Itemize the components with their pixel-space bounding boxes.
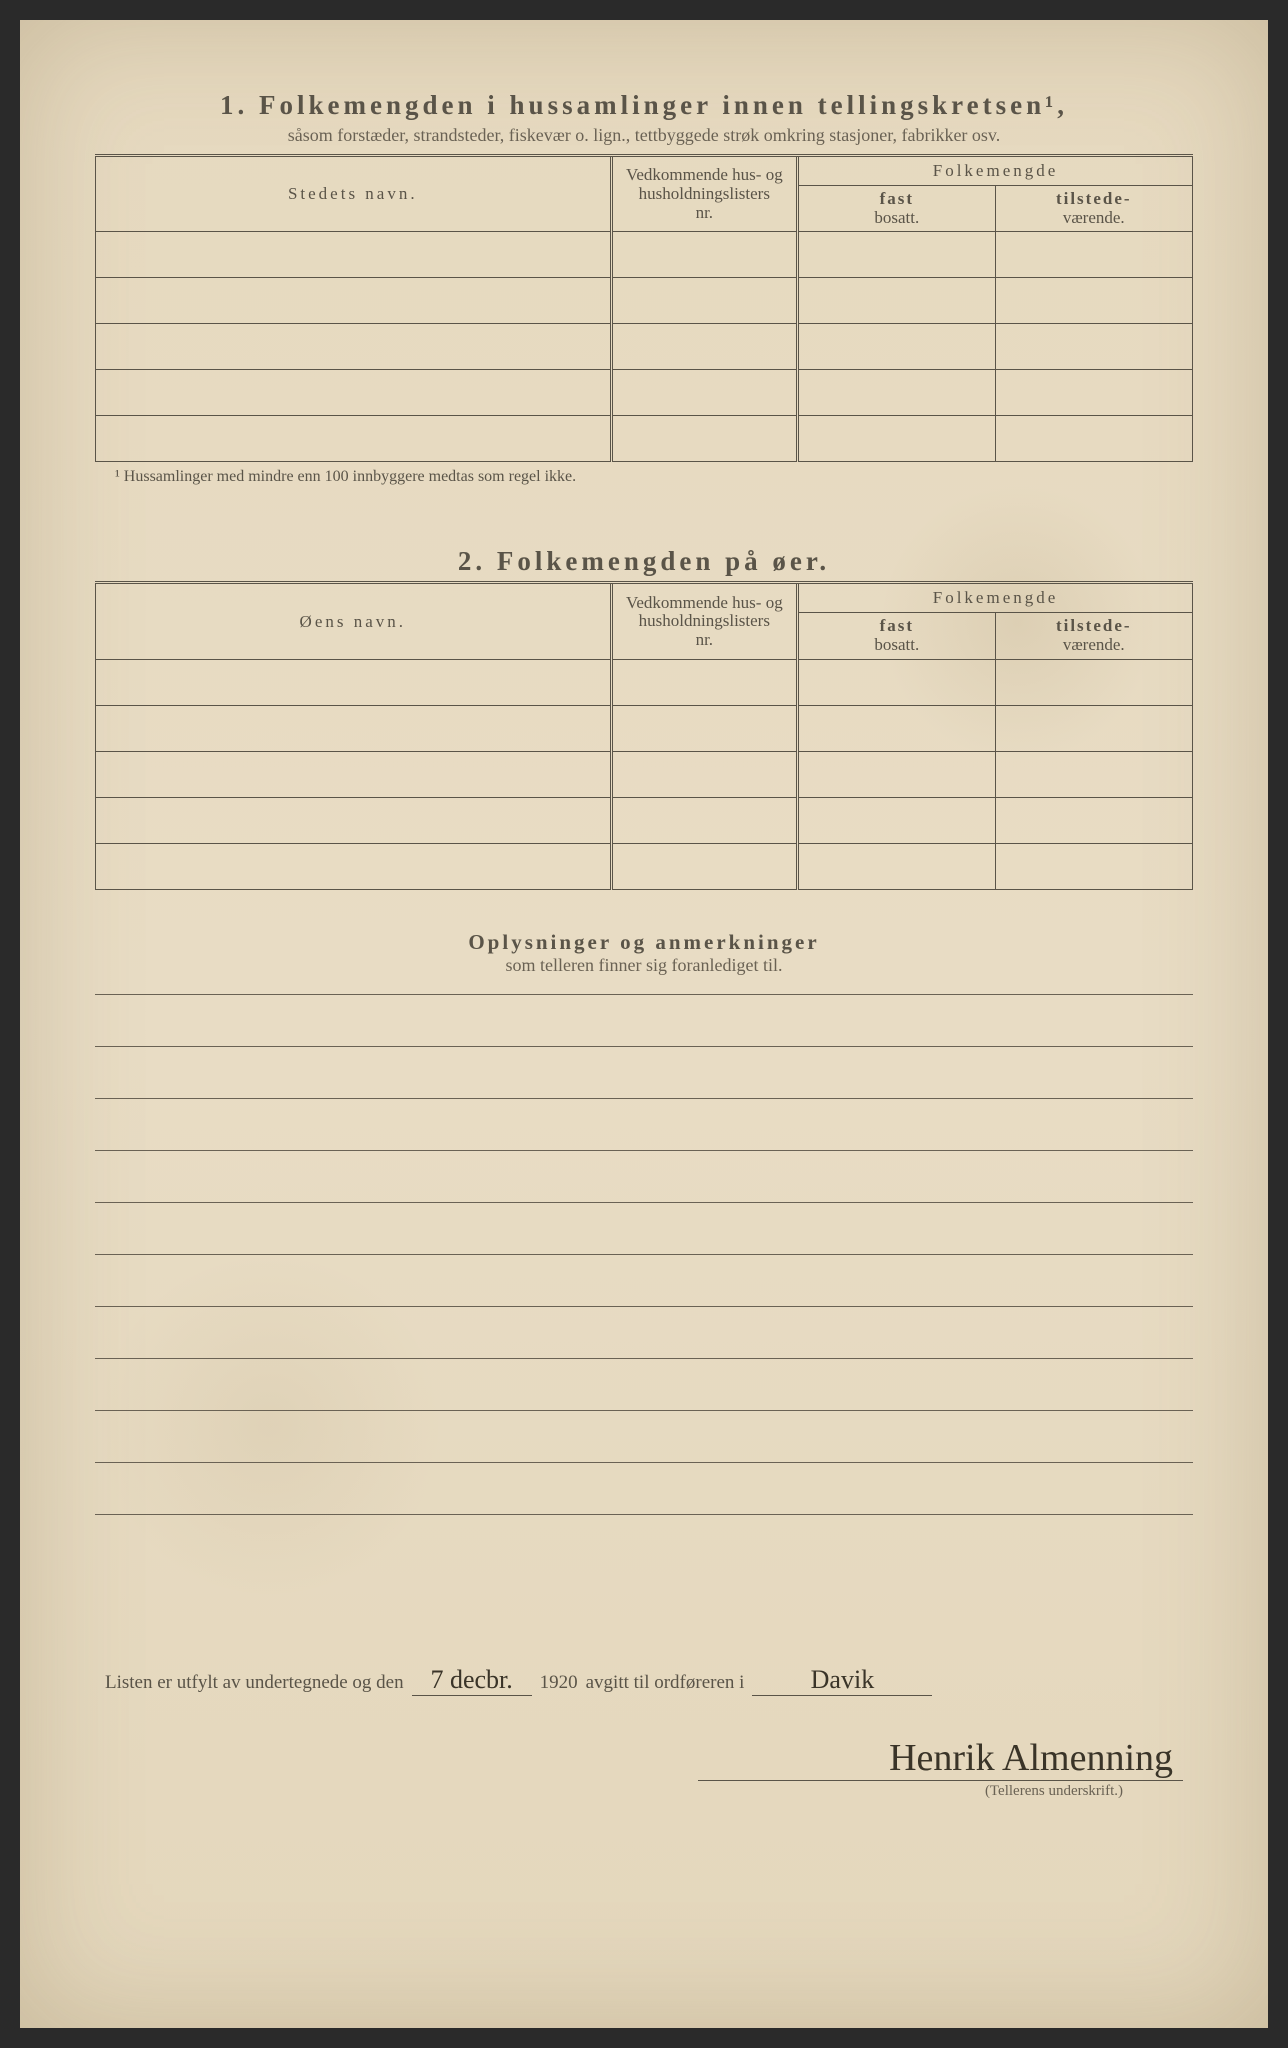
remarks-subtitle: som telleren finner sig foranlediget til… [95, 955, 1193, 976]
table-row [96, 797, 1193, 843]
cell-ref [611, 324, 797, 370]
ruled-line [95, 995, 1193, 1047]
cell-fast [798, 705, 995, 751]
col-population: Folkemengde [798, 156, 1193, 186]
cell-fast [798, 659, 995, 705]
ruled-line [95, 1359, 1193, 1411]
sig-year: 1920 [540, 1672, 578, 1694]
cell-fast [798, 232, 995, 278]
cell-tilstede [995, 232, 1192, 278]
cell-name [96, 751, 612, 797]
cell-ref [611, 278, 797, 324]
section1-title-text: Folkemengden i hussamlinger innen tellin… [259, 90, 1068, 120]
cell-tilstede [995, 751, 1192, 797]
cell-name [96, 278, 612, 324]
cell-name [96, 843, 612, 889]
ruled-line [95, 1099, 1193, 1151]
section2-title-text: Folkemengden på øer. [497, 546, 830, 576]
ruled-line [95, 1307, 1193, 1359]
ruled-line [95, 1411, 1193, 1463]
cell-tilstede [995, 370, 1192, 416]
table-row [96, 278, 1193, 324]
table-row [96, 416, 1193, 462]
cell-ref [611, 797, 797, 843]
sig-date: 7 decbr. [412, 1665, 532, 1696]
ruled-line [95, 1047, 1193, 1099]
col-fast-2: fast bosatt. [798, 613, 995, 659]
cell-tilstede [995, 705, 1192, 751]
cell-name [96, 705, 612, 751]
col-reference: Vedkommende hus- og husholdningslisters … [611, 156, 797, 232]
cell-name [96, 370, 612, 416]
cell-ref [611, 659, 797, 705]
cell-tilstede [995, 843, 1192, 889]
section2-table: Øens navn. Vedkommende hus- og husholdni… [95, 581, 1193, 889]
section2-title: 2. Folkemengden på øer. [95, 546, 1193, 577]
section1-title: 1. Folkemengden i hussamlinger innen tel… [95, 90, 1193, 121]
sig-place: Davik [752, 1665, 932, 1696]
census-form-page: 1. Folkemengden i hussamlinger innen tel… [20, 20, 1268, 2028]
cell-tilstede [995, 659, 1192, 705]
table-row [96, 324, 1193, 370]
col-place-name: Stedets navn. [96, 156, 612, 232]
table-row [96, 843, 1193, 889]
section1-footnote: ¹ Hussamlinger med mindre enn 100 innbyg… [95, 468, 1193, 486]
cell-fast [798, 751, 995, 797]
col-island-name: Øens navn. [96, 583, 612, 659]
cell-ref [611, 705, 797, 751]
cell-name [96, 797, 612, 843]
cell-tilstede [995, 324, 1192, 370]
cell-name [96, 416, 612, 462]
table-row [96, 659, 1193, 705]
section2-number: 2. [458, 546, 486, 576]
cell-name [96, 324, 612, 370]
signature-caption: (Tellerens underskrift.) [105, 1783, 1183, 1800]
cell-tilstede [995, 416, 1192, 462]
col-reference-2: Vedkommende hus- og husholdningslisters … [611, 583, 797, 659]
sig-prefix: Listen er utfylt av undertegnede og den [105, 1672, 404, 1694]
cell-ref [611, 843, 797, 889]
ruled-line [95, 1463, 1193, 1515]
section1-subtitle: såsom forstæder, strandsteder, fiskevær … [95, 125, 1193, 146]
col-tilstede: tilstede- værende. [995, 186, 1192, 232]
section1-table: Stedets navn. Vedkommende hus- og hushol… [95, 154, 1193, 462]
cell-ref [611, 416, 797, 462]
cell-fast [798, 416, 995, 462]
cell-ref [611, 751, 797, 797]
remarks-lines [95, 994, 1193, 1515]
signature-name: Henrik Almenning [698, 1736, 1183, 1781]
cell-fast [798, 324, 995, 370]
ruled-line [95, 1255, 1193, 1307]
cell-ref [611, 232, 797, 278]
col-population-2: Folkemengde [798, 583, 1193, 613]
cell-fast [798, 843, 995, 889]
cell-ref [611, 370, 797, 416]
cell-fast [798, 370, 995, 416]
ruled-line [95, 1151, 1193, 1203]
cell-name [96, 659, 612, 705]
table-row [96, 370, 1193, 416]
section1-number: 1. [220, 90, 248, 120]
col-tilstede-2: tilstede- værende. [995, 613, 1192, 659]
remarks-title: Oplysninger og anmerkninger [95, 930, 1193, 955]
col-fast: fast bosatt. [798, 186, 995, 232]
table-row [96, 705, 1193, 751]
cell-name [96, 232, 612, 278]
signature-block: Listen er utfylt av undertegnede og den … [95, 1665, 1193, 1800]
sig-mid: avgitt til ordføreren i [586, 1672, 745, 1694]
cell-tilstede [995, 278, 1192, 324]
cell-tilstede [995, 797, 1192, 843]
table-row [96, 232, 1193, 278]
ruled-line [95, 1203, 1193, 1255]
cell-fast [798, 797, 995, 843]
cell-fast [798, 278, 995, 324]
table-row [96, 751, 1193, 797]
